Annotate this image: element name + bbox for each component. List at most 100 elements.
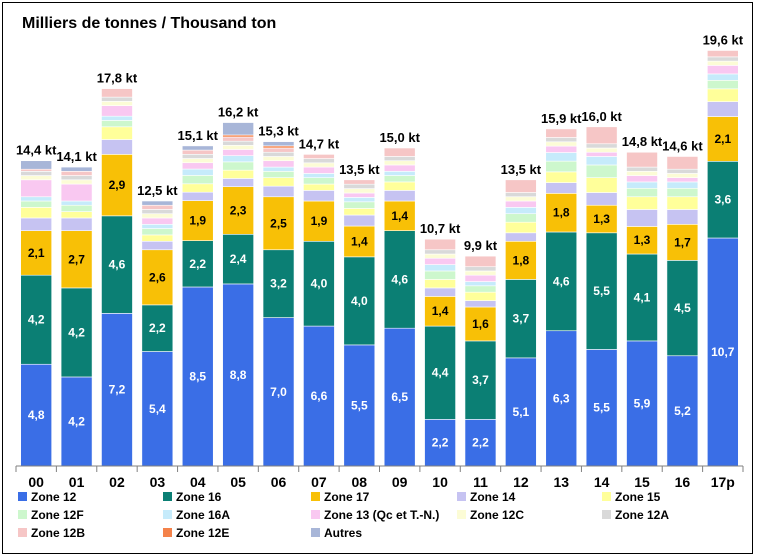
- bar-segment-zone-14-14: [585, 192, 618, 206]
- bar-segment-zone-12-03: [141, 351, 174, 467]
- data-label-zone-12-13: 6,3: [553, 391, 570, 405]
- bar-segment-zone-13-qc-et-t-n-03: [141, 217, 174, 225]
- bar-segment-autres-00: [20, 160, 52, 170]
- data-label-zone-12-17p: 10,7: [711, 345, 735, 359]
- bar-segment-zone-14-13: [545, 182, 578, 194]
- legend-label-zone-12c: Zone 12C: [470, 508, 524, 522]
- data-label-zone-12-10: 2,2: [432, 436, 449, 450]
- total-label-10: 10,7 kt: [420, 221, 461, 236]
- bar-segment-zone-15-05: [222, 169, 254, 179]
- x-tick-03: 03: [150, 474, 166, 490]
- total-label-17p: 19,6 kt: [703, 32, 744, 47]
- x-tick-02: 02: [109, 474, 125, 490]
- bar-segment-zone-17-12: [505, 240, 537, 280]
- bar-segment-autres-05: [222, 122, 254, 136]
- bar-segment-zone-12b-05: [222, 136, 254, 142]
- bar-segment-zone-16-15: [626, 253, 658, 342]
- bar-segment-zone-12c-12: [505, 196, 537, 202]
- x-tick-07: 07: [311, 474, 327, 490]
- bar-segment-zone-14-08: [343, 214, 376, 227]
- bar-segment-zone-12a-12: [505, 192, 537, 198]
- legend: Zone 12 Zone 16 Zone 17 Zone 14 Zone 15 Zone …: [18, 490, 669, 540]
- legend-swatch-zone-12a: [602, 510, 611, 519]
- data-label-zone-16-10: 4,4: [432, 366, 449, 380]
- bar-segment-zone-17-03: [141, 249, 174, 306]
- data-label-zone-12-04: 8,5: [189, 369, 206, 383]
- data-label-zone-12-08: 5,5: [351, 398, 368, 412]
- bar-segment-zone-15-07: [303, 183, 335, 191]
- bar-segment-zone-12b-03: [141, 204, 174, 210]
- bar-segment-zone-12c-07: [303, 162, 335, 168]
- bar-segment-zone-12a-01: [60, 175, 93, 181]
- bar-segment-zone-13-qc-et-t-n-16: [666, 177, 699, 183]
- legend-label-autres: Autres: [324, 526, 362, 540]
- total-label-16: 14,6 kt: [662, 138, 703, 153]
- bar-segment-zone-16a-05: [222, 155, 254, 163]
- bar-segment-zone-13-qc-et-t-n-00: [20, 179, 52, 198]
- bar-segment-zone-16-11: [464, 340, 497, 420]
- data-label-zone-17-02: 2,9: [109, 178, 126, 192]
- bar-segment-zone-16a-07: [303, 173, 335, 178]
- data-label-zone-17-10: 1,4: [432, 304, 449, 318]
- bar-segment-zone-12f-05: [222, 161, 254, 171]
- bar-segment-zone-17-08: [343, 225, 376, 258]
- legend-label-zone-12b: Zone 12B: [31, 526, 85, 540]
- x-tick-01: 01: [69, 474, 85, 490]
- bar-segment-zone-12-07: [303, 325, 335, 467]
- bar-segment-zone-12c-02: [101, 101, 133, 106]
- bar-segment-zone-12f-14: [585, 164, 618, 178]
- bar-segment-zone-16-09: [383, 230, 416, 329]
- bar-segment-zone-15-06: [262, 177, 295, 187]
- legend-label-zone-14: Zone 14: [470, 490, 516, 504]
- bar-segment-zone-14-17p: [707, 101, 739, 117]
- bar-segment-zone-12-14: [585, 349, 618, 467]
- bar-segment-zone-12-15: [626, 340, 658, 467]
- x-tick-16: 16: [675, 474, 691, 490]
- total-label-14: 16,0 kt: [581, 109, 622, 124]
- bar-segment-zone-15-10: [424, 279, 456, 289]
- bar-segment-zone-12-08: [343, 344, 376, 467]
- data-label-zone-16-04: 2,2: [189, 257, 206, 271]
- bar-segment-zone-12c-11: [464, 270, 497, 276]
- bar-segment-zone-17-04: [181, 200, 214, 241]
- bar-segment-zone-16a-06: [262, 166, 295, 172]
- legend-swatch-autres: [311, 528, 320, 537]
- bar-segment-zone-12b-06: [262, 147, 295, 153]
- bar-segment-zone-14-02: [101, 139, 133, 155]
- bar-segment-zone-12c-16: [666, 173, 699, 178]
- bars-layer: 4,8 4,2 2,1 14,4 kt 4,2 4,2 2,7 14,1 kt 7,2 4,6 2,…: [16, 32, 744, 467]
- bar-segment-zone-12c-13: [545, 141, 578, 147]
- x-tick-04: 04: [190, 474, 206, 490]
- data-label-zone-12-15: 5,9: [634, 396, 651, 410]
- bar-segment-zone-15-12: [505, 221, 537, 234]
- bar-segment-zone-12f-17p: [707, 80, 739, 90]
- bar-segment-zone-12-05: [222, 283, 254, 467]
- bar-segment-zone-13-qc-et-t-n-04: [181, 162, 214, 170]
- bar-segment-zone-12f-12: [505, 213, 537, 223]
- bar-segment-zone-13-qc-et-t-n-08: [343, 192, 376, 198]
- data-label-zone-16-00: 4,2: [28, 313, 45, 327]
- bar-segment-zone-12c-09: [383, 160, 416, 166]
- bar-segment-zone-12a-16: [666, 168, 699, 174]
- total-label-09: 15,0 kt: [379, 130, 420, 145]
- legend-swatch-zone-17: [311, 492, 320, 501]
- bar-segment-zone-15-09: [383, 181, 416, 191]
- data-label-zone-12-05: 8,8: [230, 368, 247, 382]
- bar-segment-zone-12-01: [60, 376, 93, 467]
- bar-segment-autres-04: [181, 145, 214, 151]
- bar-segment-zone-12a-06: [262, 151, 295, 157]
- data-label-zone-12-00: 4,8: [28, 408, 45, 422]
- bar-segment-zone-12f-06: [262, 171, 295, 178]
- bar-segment-zone-17-02: [101, 154, 133, 217]
- bar-segment-zone-12f-01: [60, 204, 93, 212]
- legend-label-zone-12: Zone 12: [31, 490, 77, 504]
- bar-segment-zone-17-15: [626, 226, 658, 255]
- total-label-06: 15,3 kt: [258, 124, 299, 139]
- bar-segment-zone-12c-15: [626, 171, 658, 176]
- data-label-zone-17-01: 2,7: [68, 252, 85, 266]
- bar-segment-zone-16a-02: [101, 115, 133, 121]
- bar-segment-zone-12b-04: [181, 149, 214, 155]
- x-tick-17p: 17p: [711, 474, 735, 490]
- legend-swatch-zone-12b: [18, 528, 27, 537]
- bar-segment-zone-13-qc-et-t-n-13: [545, 145, 578, 153]
